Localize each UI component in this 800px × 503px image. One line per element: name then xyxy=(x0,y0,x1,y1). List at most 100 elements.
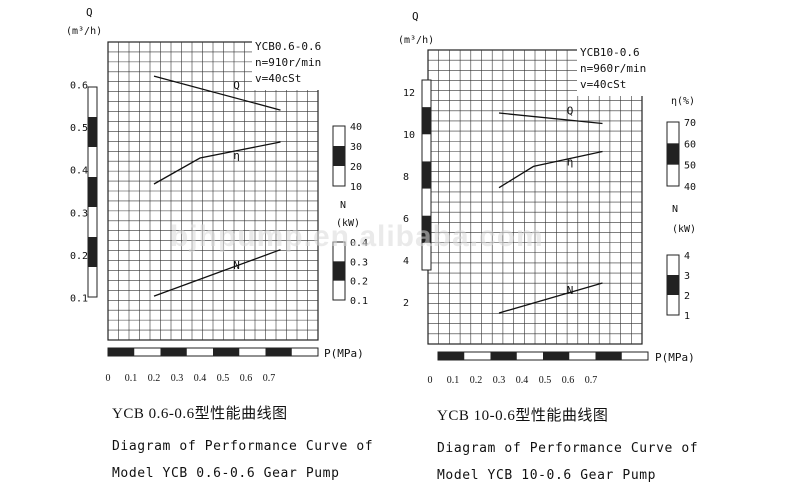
eff-scale-segment xyxy=(333,146,345,166)
chart-2-x-tick-label: 0.6 xyxy=(562,375,575,386)
chart-1-q-tick-label: 0.2 xyxy=(70,251,88,262)
chart-1-q-tick-label: 0.5 xyxy=(70,123,88,134)
chart-2-q-tick-label: 4 xyxy=(403,256,409,267)
chart-1-q-tick-label: 0.3 xyxy=(70,208,88,219)
chart-2-x-tick-label: 0.4 xyxy=(516,375,529,386)
chart-2-eff-axis-title: η(%) xyxy=(671,96,695,107)
chart-1-power-tick-label: 0.2 xyxy=(350,277,368,288)
q-scale-segment xyxy=(88,117,97,147)
q-scale-segment xyxy=(422,107,431,135)
chart-1-x-axis-title: P(MPa) xyxy=(324,347,364,360)
q-scale-segment xyxy=(422,215,431,243)
power-scale-segment xyxy=(667,275,679,295)
chart-2-series-eta-label: η xyxy=(567,156,574,169)
chart-2-q-axis-title: Q xyxy=(412,10,419,23)
chart-2-eff-tick-label: 70 xyxy=(684,118,696,129)
q-scale-segment xyxy=(422,161,431,189)
chart-2-power-tick-label: 3 xyxy=(684,271,690,282)
chart-1-eff-tick-label: 20 xyxy=(350,162,362,173)
x-scale-segment xyxy=(438,352,465,360)
chart-2-caption-line1: Diagram of Performance Curve of xyxy=(437,441,699,456)
chart-1-q-axis-title: Q xyxy=(86,6,93,19)
chart-2-series-n-line xyxy=(498,282,603,314)
chart-1-x-tick-label: 0.7 xyxy=(263,373,276,384)
chart-2 xyxy=(421,44,680,361)
chart-1-model-label: YCB0.6-0.6 xyxy=(255,40,321,53)
chart-2-x-tick-label: 0.1 xyxy=(447,375,460,386)
x-scale-segment xyxy=(595,352,622,360)
chart-1-power-axis-unit: (kW) xyxy=(336,218,360,229)
x-scale-segment xyxy=(213,348,240,356)
chart-1-series-q-label: Q xyxy=(233,79,240,92)
eff-scale-segment xyxy=(667,143,679,165)
chart-2-info-box xyxy=(577,44,667,96)
chart-1-eff-tick-label: 30 xyxy=(350,142,362,153)
chart-1-series-n-label: N xyxy=(233,259,240,272)
chart-1 xyxy=(87,38,346,357)
chart-2-power-tick-label: 4 xyxy=(684,251,690,262)
chart-2-title-cn: YCB 10-0.6型性能曲线图 xyxy=(437,408,609,424)
chart-2-q-tick-label: 10 xyxy=(403,130,415,141)
chart-1-caption-line2: Model YCB 0.6-0.6 Gear Pump xyxy=(112,466,340,481)
chart-1-x-tick-label: 0.4 xyxy=(194,373,207,384)
chart-2-eff-tick-label: 60 xyxy=(684,139,696,150)
chart-2-model-label: YCB10-0.6 xyxy=(580,46,640,59)
x-scale-segment xyxy=(490,352,517,360)
chart-1-x-tick-label: 0.2 xyxy=(148,373,161,384)
x-scale-segment xyxy=(108,348,135,356)
chart-1-x-tick-label: 0.5 xyxy=(217,373,230,384)
watermark: bjhpump.en.alibaba.com xyxy=(170,220,544,253)
chart-1-title-cn: YCB 0.6-0.6型性能曲线图 xyxy=(112,406,288,422)
chart-1-q-tick-label: 0.6 xyxy=(70,81,88,92)
chart-1-series-eta-label: η xyxy=(233,149,240,162)
chart-2-x-tick-label: 0.3 xyxy=(493,375,506,386)
chart-2-series-n-label: N xyxy=(567,284,574,297)
chart-2-q-tick-label: 12 xyxy=(403,88,415,99)
chart-1-series-n-line xyxy=(153,249,281,297)
x-scale-segment xyxy=(160,348,187,356)
chart-1-caption-line1: Diagram of Performance Curve of xyxy=(112,439,374,454)
chart-1-power-tick-label: 0.3 xyxy=(350,257,368,268)
chart-2-condition-label: v=40cSt xyxy=(580,78,626,91)
chart-1-q-tick-label: 0.1 xyxy=(70,293,88,304)
chart-1-eff-tick-label: 10 xyxy=(350,182,362,193)
chart-1-x-tick-label: 0.3 xyxy=(171,373,184,384)
chart-2-power-tick-label: 2 xyxy=(684,291,690,302)
chart-1-power-tick-label: 0.1 xyxy=(350,296,368,307)
chart-2-series-q-line xyxy=(498,112,603,125)
chart-2-power-axis-unit: (kW) xyxy=(672,224,696,235)
chart-1-q-tick-label: 0.4 xyxy=(70,166,88,177)
chart-1-power-tick-label: 0.4 xyxy=(350,238,368,249)
chart-1-series-q-line xyxy=(153,75,281,111)
chart-1-x-tick-label: 0.6 xyxy=(240,373,253,384)
chart-2-q-tick-label: 2 xyxy=(403,298,409,309)
chart-2-condition-label: n=960r/min xyxy=(580,62,646,75)
chart-1-condition-label: n=910r/min xyxy=(255,56,321,69)
power-scale-segment xyxy=(333,261,345,281)
chart-1-power-axis-title: N xyxy=(340,200,346,211)
chart-2-power-axis-title: N xyxy=(672,204,678,215)
chart-2-power-tick-label: 1 xyxy=(684,311,690,322)
chart-2-x-tick-label: 0.7 xyxy=(585,375,598,386)
chart-1-series-eta-line xyxy=(153,141,281,185)
chart-1-x-tick-label: 0.1 xyxy=(125,373,138,384)
chart-2-caption-line2: Model YCB 10-0.6 Gear Pump xyxy=(437,468,657,483)
q-scale-segment xyxy=(88,237,97,267)
chart-1-x-tick-label: 0 xyxy=(106,373,111,384)
chart-2-q-tick-label: 8 xyxy=(403,172,409,183)
chart-1-eff-tick-label: 40 xyxy=(350,122,362,133)
chart-1-condition-label: v=40cSt xyxy=(255,72,301,85)
chart-2-eff-tick-label: 50 xyxy=(684,161,696,172)
chart-2-x-tick-label: 0 xyxy=(428,375,433,386)
chart-2-q-tick-label: 6 xyxy=(403,214,409,225)
chart-2-x-tick-label: 0.2 xyxy=(470,375,483,386)
chart-2-series-eta-line xyxy=(498,150,603,189)
x-scale-segment xyxy=(265,348,292,356)
chart-1-info-box xyxy=(252,38,342,90)
chart-2-x-tick-label: 0.5 xyxy=(539,375,552,386)
chart-1-q-axis-unit: (m³/h) xyxy=(66,26,102,37)
chart-2-x-axis-title: P(MPa) xyxy=(655,351,695,364)
chart-2-series-q-label: Q xyxy=(567,104,574,117)
q-scale-segment xyxy=(88,177,97,207)
